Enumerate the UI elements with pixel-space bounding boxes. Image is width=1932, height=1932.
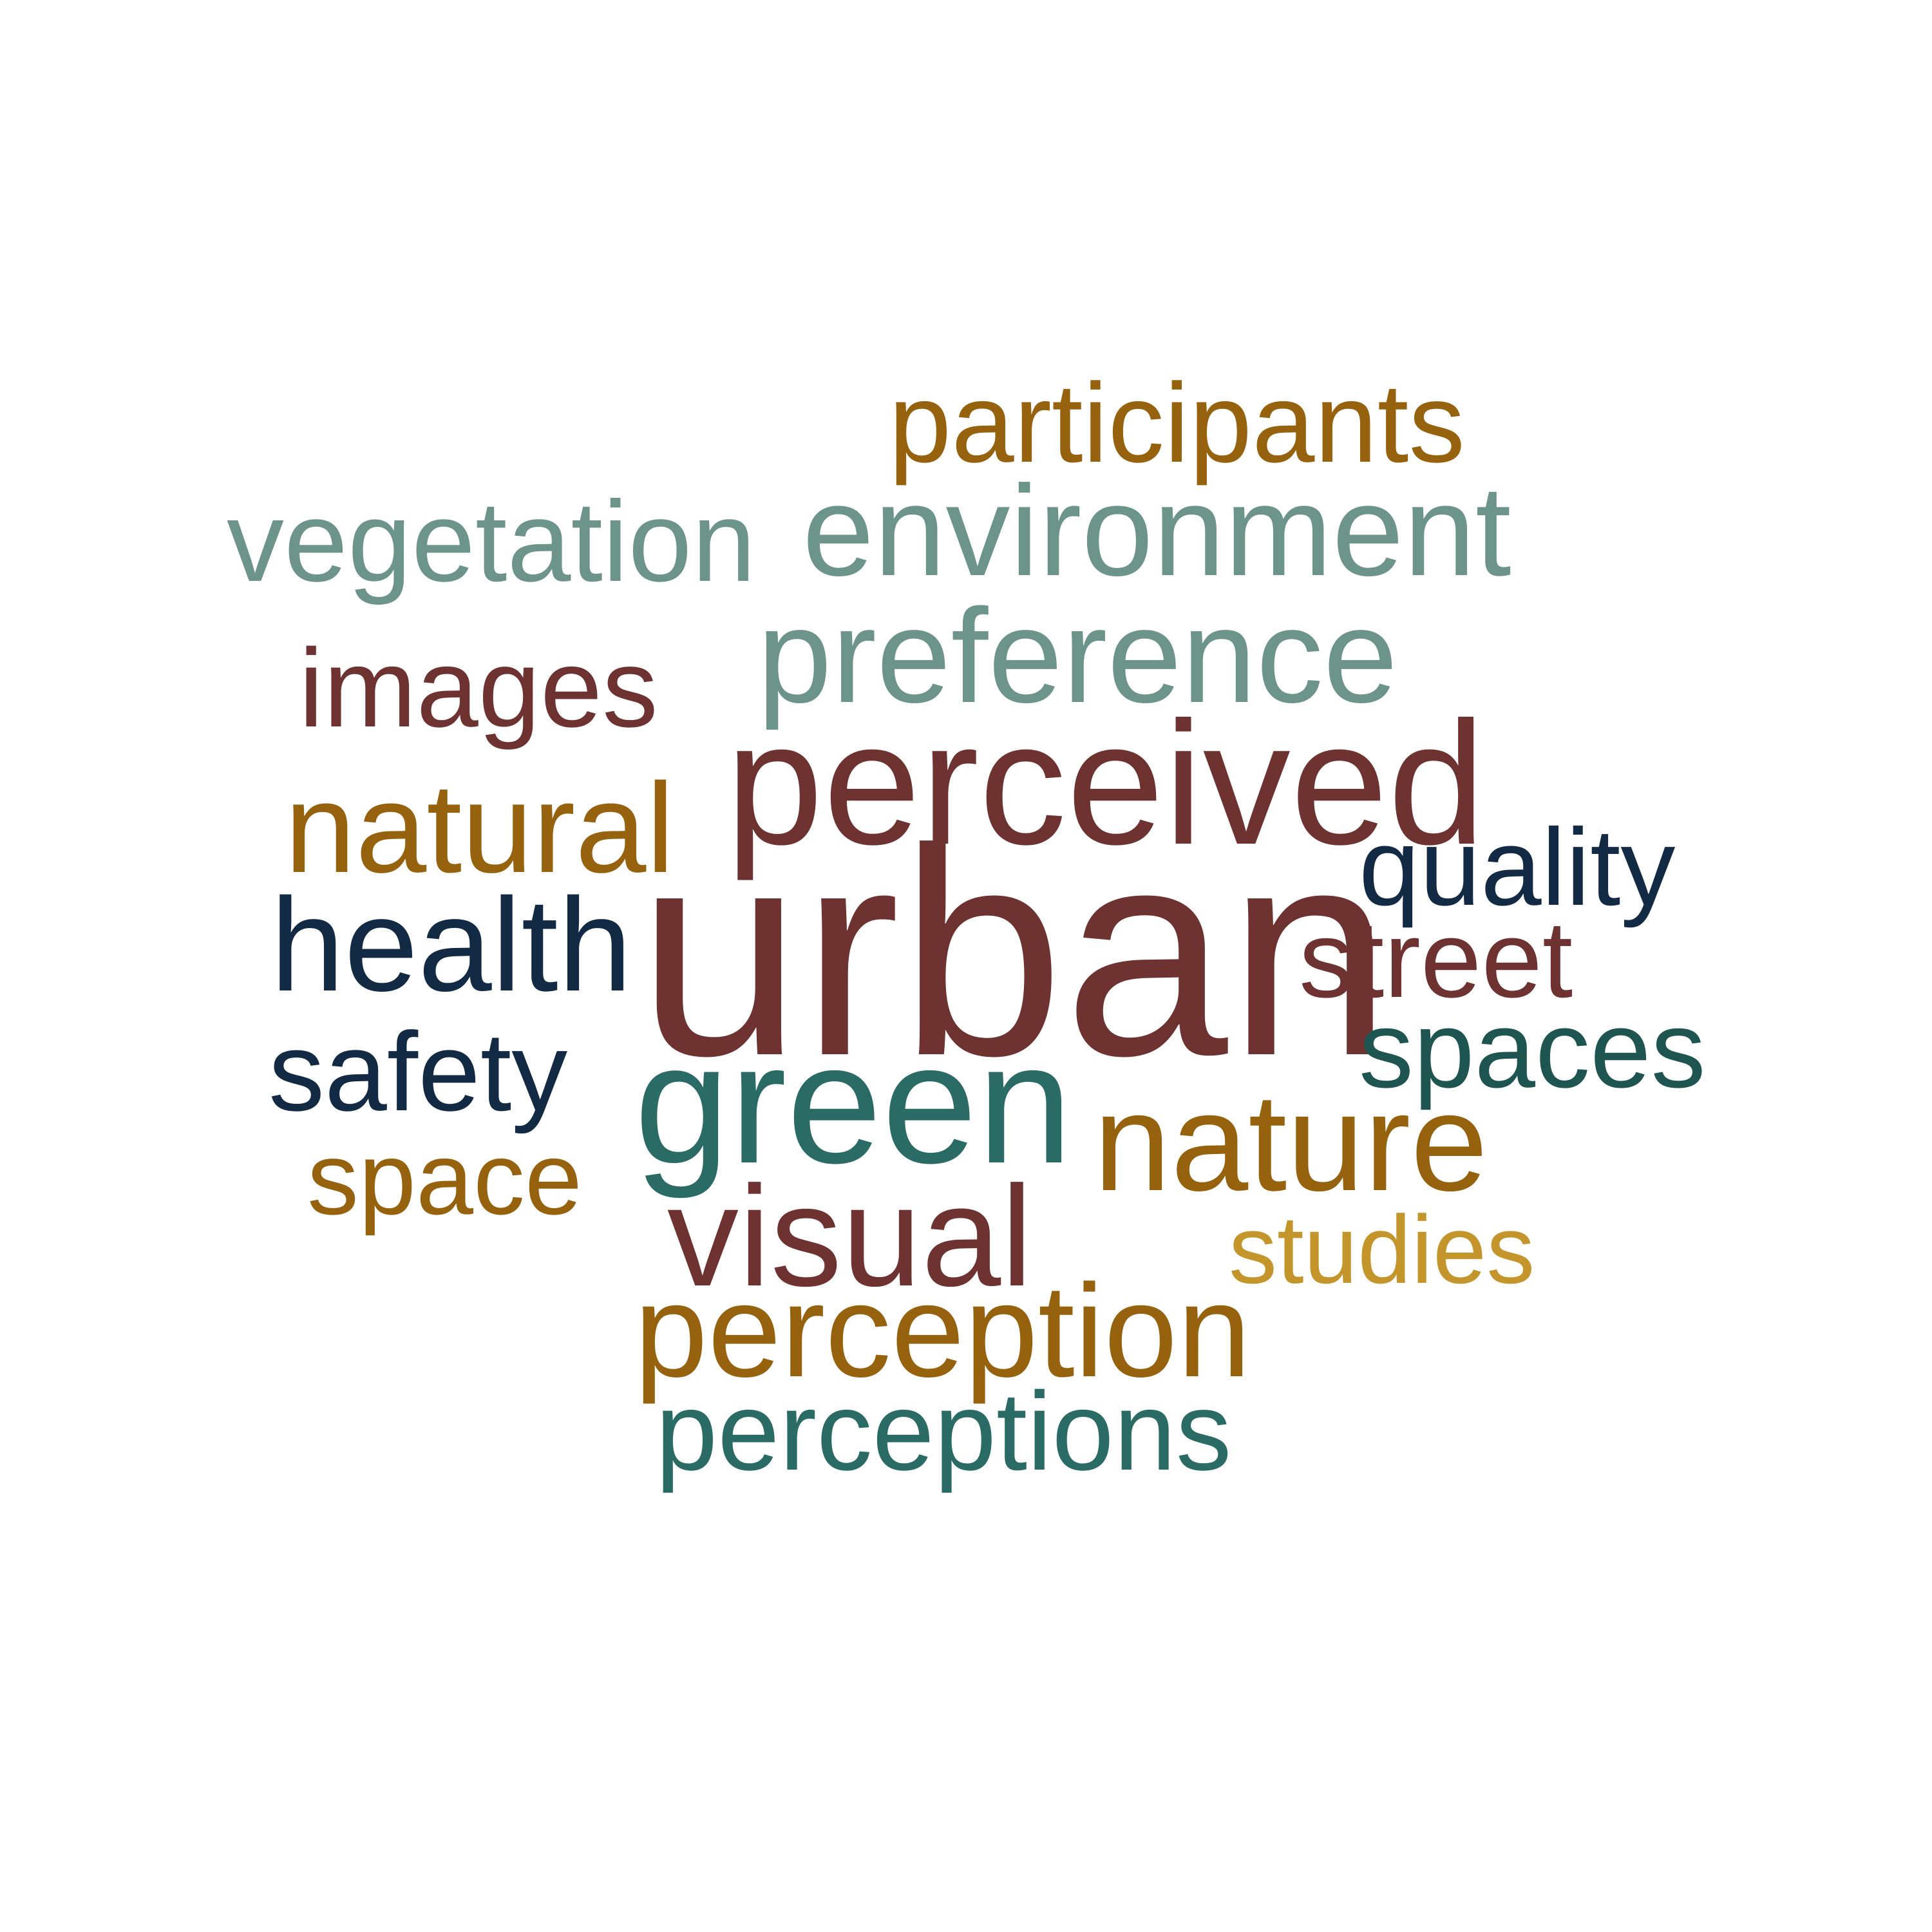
word-studies: studies [1229,1195,1535,1303]
word-street: street [1299,898,1573,1021]
word-space: space [307,1121,582,1236]
word-perceived: perceived [726,685,1486,881]
word-natural: natural [285,757,675,899]
word-nature: nature [1094,1064,1488,1220]
word-images: images [299,625,658,750]
word-vegetation: vegetation [227,477,756,605]
word-safety: safety [269,1009,568,1134]
word-participants: participants [889,361,1465,486]
word-preference: preference [757,582,1398,731]
word-perceptions: perceptions [656,1368,1232,1493]
word-green: green [634,1008,1073,1199]
word-urban: urban [638,788,1392,1117]
word-spaces: spaces [1359,989,1706,1111]
word-quality: quality [1359,806,1676,929]
word-environment: environment [802,459,1511,603]
word-visual: visual [667,1157,1033,1316]
word-perception: perception [634,1257,1251,1405]
word-health: health [270,871,632,1019]
